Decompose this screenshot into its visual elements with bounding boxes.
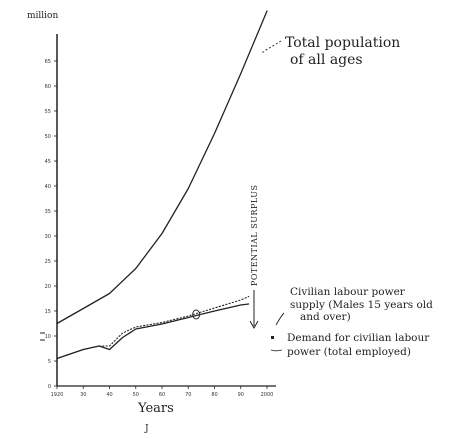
y-tick-label: 65 [45, 59, 51, 65]
y-tick-label: 60 [45, 84, 51, 90]
y-tick-label: 25 [45, 259, 51, 265]
y-tick-label: 0 [48, 384, 51, 390]
x-axis-label: Years [137, 401, 174, 416]
y-tick-label: 55 [45, 109, 51, 115]
y-tick-label: 50 [45, 134, 51, 140]
x-tick-label: 70 [185, 392, 191, 398]
series-line-labour-demand [56, 303, 250, 360]
annotation-total-leader [261, 40, 282, 54]
annotation-potential-surplus: POTENTIAL SURPLUS [250, 185, 259, 286]
x-tick-label: 30 [80, 392, 86, 398]
annotation-supply-line-1: Civilian labour power [290, 286, 406, 298]
annotation-supply-line-3: and over) [300, 311, 351, 323]
annotation-demand-line-1: Demand for civilian labour [287, 332, 430, 344]
annotation-demand-line-2: power (total employed) [287, 346, 411, 358]
legend-marker-dot [271, 336, 274, 339]
footer-mark: J [144, 424, 149, 434]
annotation-supply-line-2: supply (Males 15 years old [290, 299, 433, 311]
x-tick-label: 40 [106, 392, 112, 398]
annotation-demand-leader [270, 349, 283, 352]
x-tick-label: 2000 [261, 392, 274, 398]
surplus-arrow-head [249, 320, 259, 330]
y-tick-label: 20 [45, 284, 51, 290]
x-tick-label: 50 [133, 392, 139, 398]
x-tick-label: 60 [159, 392, 165, 398]
y-tick-label: 40 [45, 184, 51, 190]
y-tick-label: 10 [45, 334, 51, 340]
y-tick-label: 30 [45, 234, 51, 240]
annotation-total-line-2: of all ages [290, 52, 363, 68]
x-tick-label: 1920 [51, 392, 64, 398]
y-tick-label: 35 [45, 209, 51, 215]
line-marker [192, 309, 201, 320]
y-axis-label: million [27, 11, 58, 21]
series-line-total-population [56, 10, 268, 325]
annotation-supply-leader [275, 312, 285, 326]
x-tick-label: 80 [211, 392, 217, 398]
y-tick-label: 15 [45, 309, 51, 315]
y-tick-label: 5 [48, 359, 51, 365]
y-tick-label: 45 [45, 159, 51, 165]
annotation-total-line-1: Total population [285, 35, 400, 51]
x-tick-label: 90 [238, 392, 244, 398]
